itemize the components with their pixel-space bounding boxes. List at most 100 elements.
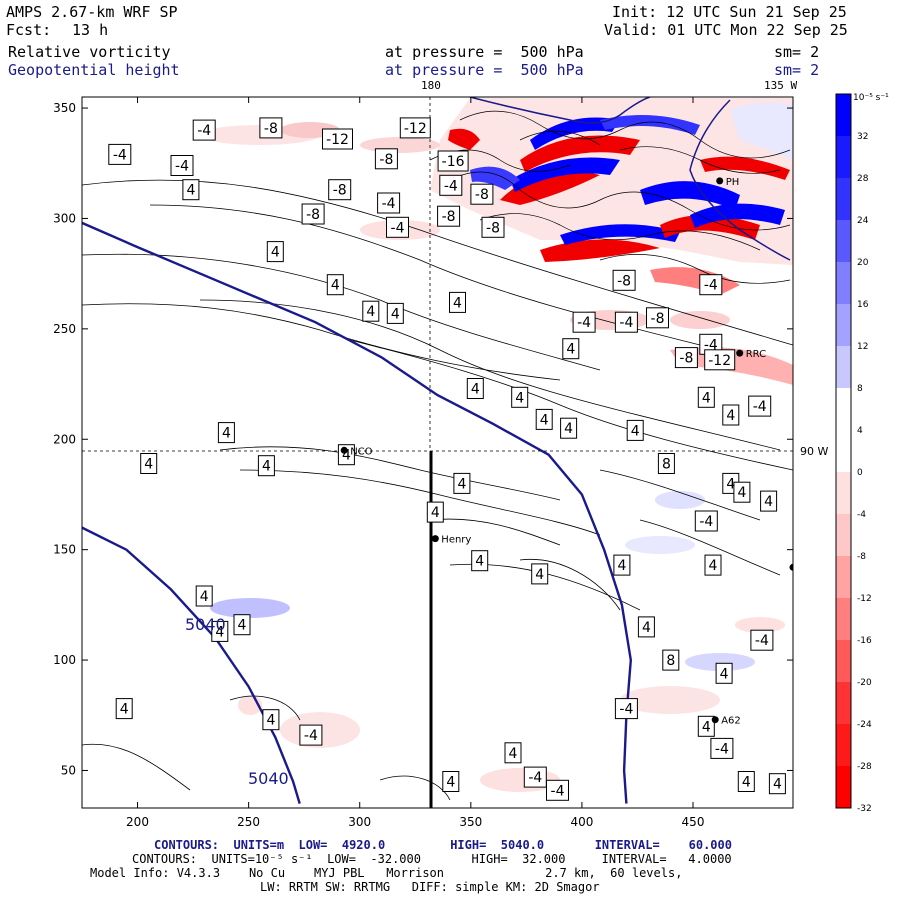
height-contour-1 xyxy=(82,526,301,804)
vorticity-label-text: -8 xyxy=(617,273,631,289)
vorticity-label: -4 xyxy=(710,737,734,759)
coastline xyxy=(469,97,791,261)
field1-level: at pressure = 500 hPa xyxy=(385,43,584,61)
footer-model-physics: LW: RRTM SW: RRTMG DIFF: simple KM: 2D S… xyxy=(260,880,600,894)
x-tick-label: 400 xyxy=(570,815,593,829)
vorticity-label: 4 xyxy=(760,490,778,512)
vorticity-label: 4 xyxy=(262,709,280,731)
vorticity-label: 4 xyxy=(326,274,344,296)
vorticity-label: -8 xyxy=(328,179,352,201)
vorticity-label: 4 xyxy=(217,422,235,444)
vorticity-label-text: 4 xyxy=(566,342,575,358)
vorticity-label-text: -4 xyxy=(704,278,718,294)
height-label-5040-a: 5040 xyxy=(185,615,226,634)
station-label-nco: NCO xyxy=(350,446,372,457)
vorticity-label: -4 xyxy=(299,724,323,746)
vorticity-label: -8 xyxy=(470,183,494,205)
colorbar-tick-label: 16 xyxy=(857,300,869,310)
vorticity-label: -12 xyxy=(399,117,431,139)
vorticity-label-text: -8 xyxy=(475,187,489,203)
vorticity-label: 4 xyxy=(233,614,251,636)
colorbar-frame xyxy=(835,93,852,809)
init-time: Init: 12 UTC Sun 21 Sep 25 xyxy=(612,3,847,21)
vorticity-label-text: -8 xyxy=(679,351,693,367)
vorticity-label: -8 xyxy=(674,347,698,369)
vorticity-label-text: 4 xyxy=(271,245,280,261)
colorbar-segment xyxy=(836,178,851,221)
vorticity-label-text: 4 xyxy=(726,408,735,424)
vorticity-label: 4 xyxy=(266,241,284,263)
vorticity-label-text: 4 xyxy=(540,412,549,428)
vorticity-label: -8 xyxy=(612,269,636,291)
vorticity-label-text: 4 xyxy=(709,558,718,574)
x-tick-label: 350 xyxy=(459,815,482,829)
vorticity-label-text: -8 xyxy=(333,183,347,199)
vorticity-label-text: -4 xyxy=(304,728,318,744)
vorticity-label-text: 4 xyxy=(726,476,735,492)
colorbar-segment xyxy=(836,556,851,599)
vorticity-label: -4 xyxy=(546,779,569,801)
vorticity-label-text: 4 xyxy=(742,775,751,791)
vorticity-label: -8 xyxy=(646,307,669,329)
vorticity-label: 4 xyxy=(704,554,722,576)
vorticity-label: -4 xyxy=(748,395,772,417)
x-tick-label: 200 xyxy=(126,815,149,829)
vorticity-label: -4 xyxy=(614,311,638,333)
vorticity-label-text: -4 xyxy=(528,770,542,786)
vorticity-label: 4 xyxy=(362,300,380,322)
station-marker xyxy=(711,716,719,724)
vorticity-label-text: -8 xyxy=(306,207,320,223)
colorbar-segment xyxy=(836,388,851,431)
vorticity-label-text: 4 xyxy=(773,777,782,793)
station-marker xyxy=(736,349,744,357)
vorticity-label: 4 xyxy=(697,715,715,737)
vorticity-label: 4 xyxy=(511,386,529,408)
y-tick-label: 150 xyxy=(53,543,76,557)
footer-height-contours: CONTOURS: UNITS=m LOW= 4920.0 HIGH= 5040… xyxy=(154,838,732,852)
vorticity-label-text: -4 xyxy=(551,783,565,799)
vorticity-label: 4 xyxy=(733,481,751,503)
vorticity-label: 4 xyxy=(211,620,229,642)
vorticity-label: 4 xyxy=(637,616,655,638)
colorbar-tick-label: 4 xyxy=(857,426,863,436)
colorbar-tick-label: -12 xyxy=(857,594,872,604)
vorticity-label-text: -4 xyxy=(753,399,767,415)
vorticity-label-text: -4 xyxy=(113,147,127,163)
vorticity-label: 4 xyxy=(722,404,740,426)
station-label-henry: Henry xyxy=(441,535,471,546)
vorticity-label-text: 4 xyxy=(446,775,455,791)
vorticity-label: -4 xyxy=(699,274,723,296)
vorticity-label-text: 4 xyxy=(366,304,375,320)
lon-label-135w: 135 W xyxy=(764,79,798,92)
vorticity-label-text: -4 xyxy=(391,220,405,236)
vorticity-label-text: -4 xyxy=(619,315,633,331)
vorticity-label-text: 4 xyxy=(642,620,651,636)
vorticity-field: -4 -8-12-12-4-4 -8 -164 -8 -4-8-8-4-8-4 -844 -8… xyxy=(82,97,793,808)
vorticity-label-text: 4 xyxy=(720,666,729,682)
vorticity-label: 4 xyxy=(115,698,133,720)
vorticity-label-text: -4 xyxy=(715,741,729,757)
storm-contour-noise xyxy=(429,110,791,284)
vorticity-label-text: -12 xyxy=(326,132,349,148)
station-label-ph: PH xyxy=(726,177,740,188)
vorticity-label-text: 4 xyxy=(222,426,231,442)
colorbar-tick-label: 8 xyxy=(857,384,863,394)
vorticity-label: 4 xyxy=(140,453,158,474)
vorticity-label: 4 xyxy=(697,386,715,408)
vorticity-label: 4 xyxy=(562,338,580,360)
colorbar-tick-label: 20 xyxy=(857,258,869,268)
stations: NCO Henry RRC PH A62 xyxy=(340,177,793,727)
vorticity-label: -8 xyxy=(374,148,398,170)
station-marker xyxy=(716,177,724,185)
vorticity-label-text: -12 xyxy=(708,353,731,369)
vorticity-label: 8 xyxy=(662,649,680,671)
colorbar-tick-label: 24 xyxy=(857,216,869,226)
field2-smoothing: sm= 2 xyxy=(774,61,820,79)
y-tick-label: 250 xyxy=(53,322,76,336)
vorticity-label-text: 4 xyxy=(475,554,484,570)
colorbar-segment xyxy=(836,472,851,515)
lat-label-90w: 90 W xyxy=(800,445,828,458)
vorticity-label-text: 4 xyxy=(186,183,195,199)
vorticity-label-text: -4 xyxy=(444,178,458,194)
